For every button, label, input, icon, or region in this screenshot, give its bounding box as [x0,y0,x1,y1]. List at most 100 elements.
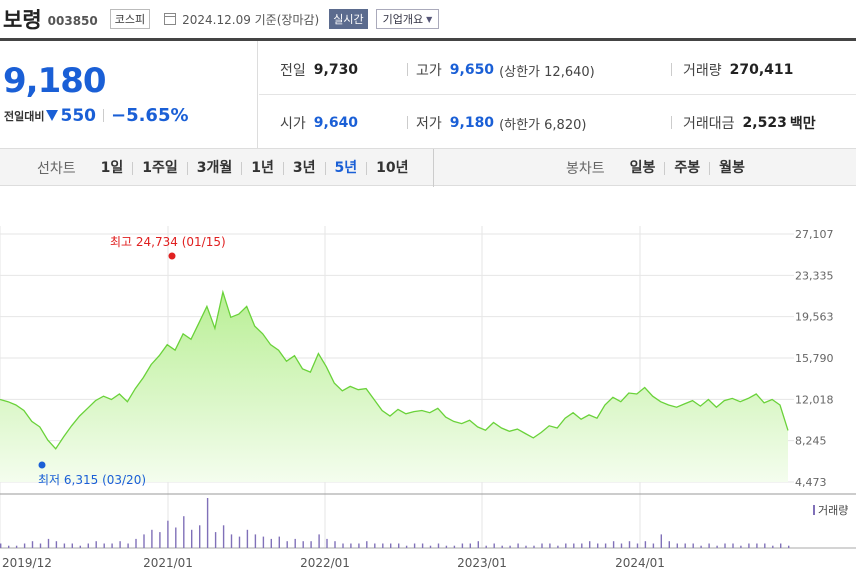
upper-limit: (상한가 12,640) [499,64,595,80]
price-change: 전일대비 550 −5.65% [4,105,189,126]
volume-legend-label: 거래량 [818,504,848,517]
volume-bar [477,541,479,548]
price-area [0,292,788,482]
down-arrow-icon [46,110,59,121]
company-info-dropdown[interactable]: 기업개요 ▼ [375,9,440,29]
volume-bar [636,543,639,548]
title-row: 보령 003850 코스피 2024.12.09 기준(장마감) 실시간 기업개… [0,0,856,38]
volume-bar [668,541,670,548]
stat-label: 시가 [280,116,306,132]
volume-bar [429,545,432,548]
volume-bar [310,541,312,548]
volume-bar [238,536,241,548]
market-badge: 코스피 [109,9,151,29]
divider [671,116,672,129]
volume-bar [589,541,591,548]
candle-period-list: 일봉 주봉 월봉 [621,159,754,176]
volume-legend-swatch [813,505,815,515]
stat-value: 9,650 [449,62,495,78]
volume-bar [780,543,782,548]
volume-bar [692,543,694,548]
realtime-button[interactable]: 실시간 [329,9,368,29]
period-option-0[interactable]: 1일 [100,159,124,176]
volume-bar [413,543,416,548]
volume-bar [103,543,105,548]
volume-bar [628,541,631,548]
volume-bar [111,543,113,548]
lower-limit: (하한가 6,820) [499,117,587,133]
volume-bar [302,541,304,548]
period-option-3[interactable]: 1년 [241,161,283,175]
volume-bar [676,543,678,548]
volume-bar [63,543,66,548]
period-option-5[interactable]: 5년 [324,161,367,175]
period-bar: 선차트 1일 1주일 3개월 1년 3년 5년 10년 봉차트 일봉 주봉 월봉 [0,148,856,187]
high-label: 최고 24,734 (01/15) [110,235,226,249]
volume-bar [493,543,495,548]
volume-bar [764,543,766,548]
divider [102,109,104,122]
volume-bar [214,532,217,548]
volume-bar [246,529,249,548]
volume-bar [732,543,734,548]
volume-bar [366,541,368,548]
line-chart-periods: 선차트 1일 1주일 3개월 1년 3년 5년 10년 [37,149,418,187]
calendar-icon [164,13,177,25]
volume-bar [206,498,209,548]
volume-bar [549,543,551,548]
y-tick-label: 19,563 [795,311,834,324]
candle-option-1[interactable]: 주봉 [664,161,709,175]
volume-bar [469,543,471,548]
volume-bar [660,534,662,548]
volume-bar [55,541,58,548]
volume-bar [461,543,464,548]
volume-bar [230,534,233,548]
volume-bar [652,543,655,548]
x-tick-label: 2023/01 [457,556,507,570]
line-chart-label: 선차트 [37,161,76,177]
candle-option-2[interactable]: 월봉 [709,161,754,175]
volume-bar [334,541,336,548]
stat-amount: 거래대금 2,523 백만 [683,113,816,133]
volume-bar [119,541,121,548]
period-option-1[interactable]: 1주일 [132,161,187,175]
volume-bar [151,529,153,548]
volume-bar [573,543,575,548]
volume-bar [262,536,265,548]
stat-label: 저가 [416,116,442,132]
stat-volume: 거래량 270,411 [683,60,793,80]
volume-bar [278,536,280,548]
volume-bar [604,543,607,548]
volume-bar [183,516,185,548]
stat-value: 9,640 [313,115,359,131]
volume-bar [756,543,758,548]
stock-name[interactable]: 보령 [3,8,42,32]
volume-bar [565,543,567,548]
stats-divider [259,94,856,95]
header-rule [0,38,856,41]
period-option-6[interactable]: 10년 [366,161,417,175]
company-info-label: 기업개요 [382,13,424,26]
stat-value: 2,523 [742,115,787,131]
volume-bar [0,543,2,548]
change-label: 전일대비 [4,109,45,123]
stat-value: 270,411 [729,62,794,78]
stat-prev-close: 전일 9,730 [280,60,358,80]
volume-bar [39,543,42,548]
price-line [0,289,789,450]
volume-bar [350,543,352,548]
volume-bar [700,545,702,548]
volume-bar [533,545,535,548]
volume-bar [167,520,169,548]
period-option-4[interactable]: 3년 [282,161,325,175]
candle-chart-label: 봉차트 [566,161,605,177]
volume-bar [23,543,26,548]
period-option-2[interactable]: 3개월 [186,161,242,175]
volume-bar [620,543,623,548]
volume-bar [374,543,376,548]
volume-bar [286,541,288,548]
y-tick-label: 27,107 [795,228,834,241]
candle-option-0[interactable]: 일봉 [629,159,656,176]
volume-bar [222,525,225,548]
volume-bar [47,538,50,548]
